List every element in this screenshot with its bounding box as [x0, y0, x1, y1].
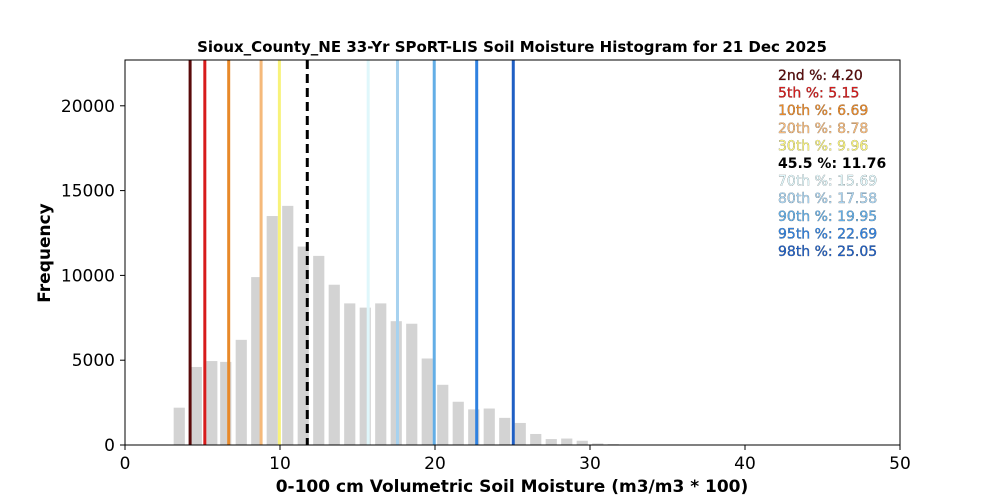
histogram-bars [156, 205, 635, 445]
histogram-bar [468, 409, 480, 445]
histogram-bar [499, 417, 511, 445]
legend-entry: 95th %: 22.69 [778, 226, 877, 242]
percentile-lines [188, 60, 515, 445]
y-tick-label: 5000 [72, 351, 115, 371]
histogram-bar [206, 361, 218, 445]
legend-entry: 90th %: 19.95 [778, 209, 877, 225]
y-tick-label: 10000 [61, 266, 115, 286]
legend-entry: 2nd %: 4.20 [778, 68, 863, 84]
x-tick-label: 30 [579, 454, 601, 474]
legend-entry: 45.5 %: 11.76 [778, 156, 886, 172]
histogram-bar [359, 307, 371, 445]
x-tick-label: 20 [424, 454, 446, 474]
y-axis-label: Frequency [35, 203, 55, 303]
legend-entry: 30th %: 9.96 [778, 138, 868, 154]
legend-entry: 80th %: 17.58 [778, 191, 877, 207]
histogram-bar [251, 277, 263, 445]
histogram-bar [173, 407, 185, 445]
chart-title: Sioux_County_NE 33-Yr SPoRT-LIS Soil Moi… [197, 38, 827, 56]
histogram-bar [545, 439, 557, 445]
histogram-bar [344, 303, 356, 445]
x-tick-label: 50 [889, 454, 911, 474]
histogram-bar [313, 255, 325, 445]
histogram-bar [235, 339, 247, 445]
histogram-bar [514, 422, 526, 445]
legend-entry: 70th %: 15.69 [778, 174, 877, 190]
histogram-bar [576, 440, 588, 445]
histogram-bar [592, 443, 604, 445]
histogram-bar [375, 303, 387, 445]
x-tick-label: 10 [269, 454, 291, 474]
legend-entry: 10th %: 6.69 [778, 103, 868, 119]
histogram-bar [328, 284, 340, 445]
histogram-bar [282, 205, 294, 445]
histogram-bar [483, 408, 495, 445]
legend-entry: 5th %: 5.15 [778, 86, 859, 102]
x-tick-label: 0 [120, 454, 131, 474]
histogram-bar [437, 384, 449, 445]
x-axis-ticks: 0 10 20 30 40 50 [120, 445, 911, 474]
y-tick-label: 0 [104, 436, 115, 456]
histogram-bar [190, 366, 202, 445]
histogram-bar [297, 246, 309, 445]
histogram-bar [421, 358, 433, 445]
histogram-bar [452, 401, 464, 445]
y-tick-label: 15000 [61, 182, 115, 202]
histogram-bar [530, 433, 542, 445]
plot-frame [124, 59, 901, 446]
y-tick-label: 20000 [61, 97, 115, 117]
legend-entry: 98th %: 25.05 [778, 244, 877, 260]
x-tick-label: 40 [734, 454, 756, 474]
legend-entry: 20th %: 8.78 [778, 121, 868, 137]
histogram-bar [266, 216, 278, 445]
histogram-bar [561, 438, 573, 445]
x-axis-label: 0-100 cm Volumetric Soil Moisture (m3/m3… [276, 477, 749, 497]
histogram-bar [220, 361, 232, 445]
y-axis-ticks: 0 5000 10000 15000 20000 [61, 97, 125, 456]
histogram-bar [406, 323, 418, 445]
